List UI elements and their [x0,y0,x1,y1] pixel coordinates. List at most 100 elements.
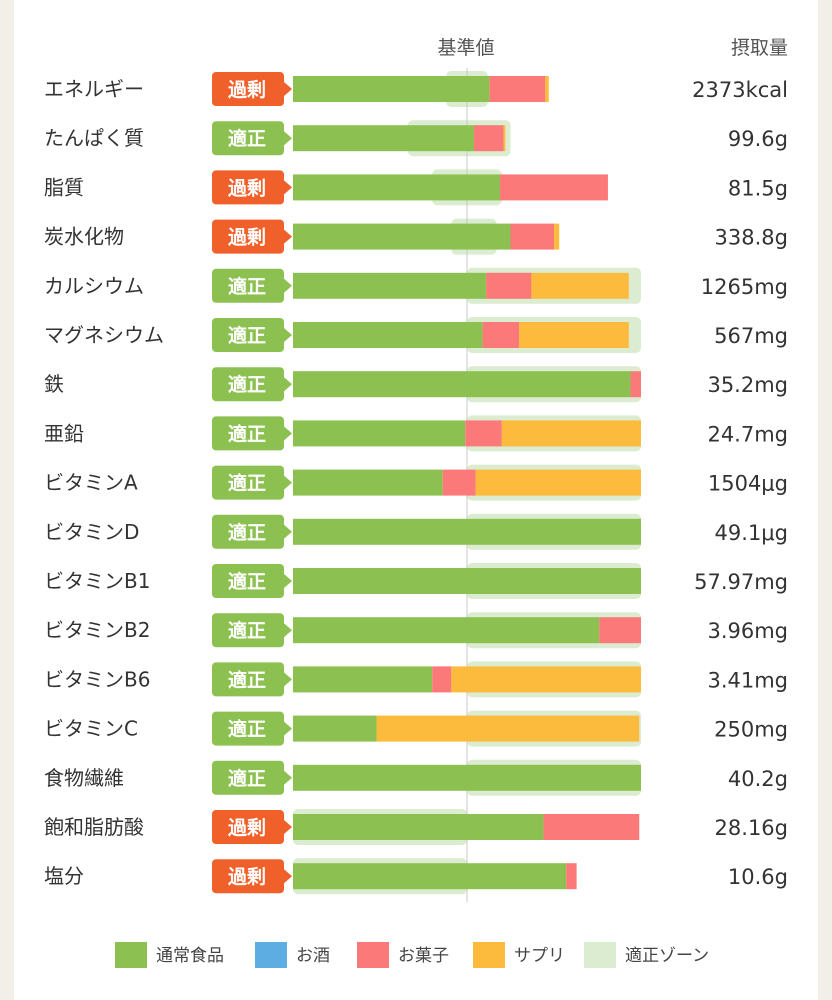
row-label-8: ビタミンA [44,471,138,495]
bar-normal-14 [293,764,641,791]
status-badge-text-12: 適正 [228,668,266,691]
row-label-1: たんぱく質 [44,126,144,150]
bar-normal-11 [293,617,600,644]
status-badge-9 [212,514,292,549]
bar-normal-12 [293,666,433,693]
row-label-6: 鉄 [44,372,64,396]
intake-value-13: 250mg [714,718,788,742]
status-badge-0 [212,72,292,106]
bar-supplement-12 [451,666,641,693]
status-badge-text-1: 適正 [228,127,266,150]
row-label-9: ビタミンD [44,520,139,544]
bar-sweets-15 [543,814,640,840]
status-badge-text-13: 適正 [228,718,266,741]
bar-sweets-8 [442,469,476,496]
row-label-10: ビタミンB1 [44,569,150,593]
bar-normal-4 [293,272,487,299]
bar-normal-7 [293,420,466,447]
bar-supplement-4 [531,272,629,299]
row-label-3: 炭水化物 [44,225,124,249]
status-badge-13 [212,711,292,746]
status-badge-11 [212,613,292,648]
bar-normal-15 [293,814,544,840]
row-label-7: 亜鉛 [44,421,84,445]
legend-swatch-1 [255,942,287,968]
status-badge-14 [212,760,292,795]
row-label-12: ビタミンB6 [44,667,150,691]
intake-value-1: 99.6g [728,127,788,151]
bar-normal-1 [293,125,474,152]
legend-label-2: お菓子 [398,946,449,966]
legend-swatch-3 [473,942,505,968]
bar-sweets-0 [489,76,546,102]
status-badge-6 [212,367,292,402]
status-badge-10 [212,564,292,598]
legend-swatch-2 [357,942,389,968]
bar-normal-5 [293,322,483,348]
bar-normal-13 [293,715,377,742]
status-badge-text-11: 適正 [228,619,266,642]
status-badge-8 [212,465,292,500]
status-badge-text-16: 過剰 [228,865,266,888]
intake-value-12: 3.41mg [707,668,788,692]
bar-sweets-6 [630,371,641,398]
intake-value-0: 2373kcal [692,78,788,102]
intake-value-14: 40.2g [728,767,788,791]
header-standard: 基準値 [437,37,494,59]
row-label-11: ビタミンB2 [44,618,150,642]
intake-value-2: 81.5g [728,176,788,200]
status-badge-text-10: 適正 [228,570,266,593]
intake-value-10: 57.97mg [694,570,788,594]
legend-swatch-0 [115,942,147,968]
status-badge-5 [212,318,292,352]
status-badge-3 [212,219,292,254]
row-label-4: カルシウム [44,274,144,298]
intake-value-9: 49.1μg [715,521,788,545]
bar-sweets-4 [486,272,532,299]
bar-sweets-7 [465,420,502,447]
row-label-16: 塩分 [44,864,84,888]
status-badge-text-15: 過剰 [228,816,266,839]
bar-sweets-2 [500,174,608,201]
intake-value-7: 24.7mg [707,422,788,446]
bar-supplement-13 [376,715,640,742]
bar-supplement-3 [554,223,560,250]
bar-sweets-16 [566,863,577,890]
intake-value-6: 35.2mg [707,373,788,397]
bar-normal-3 [293,223,511,250]
status-badge-4 [212,268,292,303]
row-label-2: 脂質 [44,175,84,199]
bar-supplement-8 [475,469,641,496]
status-badge-text-6: 適正 [228,373,266,396]
bar-normal-10 [293,568,641,594]
status-badge-text-3: 過剰 [228,226,266,249]
row-label-5: マグネシウム [44,323,164,347]
status-badge-text-2: 過剰 [228,176,266,199]
legend-label-3: サプリ [514,946,565,966]
bar-sweets-3 [510,223,554,250]
status-badge-text-7: 適正 [228,422,266,445]
status-badge-1 [212,121,292,156]
intake-value-5: 567mg [714,324,788,348]
row-label-13: ビタミンC [44,717,138,741]
row-label-15: 飽和脂肪酸 [44,815,144,839]
header-intake: 摂取量 [731,37,788,59]
legend-label-4: 適正ゾーン [625,946,709,966]
status-badge-text-14: 適正 [228,767,266,790]
bar-sweets-1 [473,125,504,152]
bars-layer [293,76,641,890]
status-badge-16 [212,859,292,894]
status-badge-text-8: 適正 [228,472,266,495]
legend: 通常食品 お酒 お菓子 サプリ 適正ゾーン [115,942,709,968]
legend-label-1: お酒 [296,946,330,966]
legend-swatch-4 [584,942,616,968]
bar-normal-0 [293,76,490,102]
intake-value-15: 28.16g [715,816,788,840]
intake-value-4: 1265mg [701,275,788,299]
nutrition-card: 基準値 摂取量 エネルギー 過剰 2373kcal たんぱく質 適正 99.6g 脂質 過剰 8… [14,0,818,1000]
legend-label-0: 通常食品 [156,946,224,966]
bar-normal-6 [293,371,631,398]
bar-sweets-5 [482,322,520,348]
status-badge-text-4: 適正 [228,275,266,298]
